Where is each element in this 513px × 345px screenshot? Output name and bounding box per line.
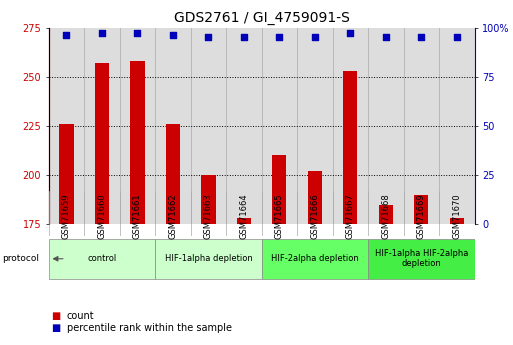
Title: GDS2761 / GI_4759091-S: GDS2761 / GI_4759091-S [174,11,349,25]
Bar [379,205,393,224]
Bar [308,171,322,224]
Bar [297,28,332,224]
Bar [332,28,368,224]
Text: GSM71665: GSM71665 [275,194,284,239]
Text: ■: ■ [51,311,61,321]
Bar [191,28,226,224]
Text: HIF-1alpha HIF-2alpha
depletion: HIF-1alpha HIF-2alpha depletion [374,249,468,268]
Text: HIF-1alpha depletion: HIF-1alpha depletion [165,254,252,263]
Bar [49,239,155,279]
Text: control: control [87,254,116,263]
Point [346,31,354,36]
Point [417,35,425,40]
Bar [237,218,251,224]
Point [275,35,284,40]
Text: HIF-2alpha depletion: HIF-2alpha depletion [271,254,359,263]
Text: GSM71659: GSM71659 [62,194,71,239]
Point [382,35,390,40]
Bar [95,63,109,224]
Bar [155,28,191,224]
Text: count: count [67,311,94,321]
Bar [262,239,368,279]
Text: ■: ■ [51,323,61,333]
Bar [60,124,73,224]
Bar [368,239,475,279]
Bar [120,28,155,224]
Bar [49,28,84,224]
Bar [450,218,464,224]
Point [204,35,212,40]
Text: GSM71667: GSM71667 [346,194,355,239]
Text: GSM71670: GSM71670 [452,194,461,239]
Bar [201,175,215,224]
Point [63,33,71,38]
Text: GSM71662: GSM71662 [168,194,177,239]
Bar [343,71,358,224]
Bar [130,61,145,224]
Bar [84,28,120,224]
Text: GSM71668: GSM71668 [381,194,390,239]
Text: protocol: protocol [3,254,40,263]
Bar [272,155,286,224]
Text: GSM71669: GSM71669 [417,194,426,239]
Bar [404,28,439,224]
Bar [166,124,180,224]
Point [240,35,248,40]
Point [169,33,177,38]
Bar [368,28,404,224]
Point [452,35,461,40]
Text: GSM71660: GSM71660 [97,194,107,239]
Bar [155,239,262,279]
Text: percentile rank within the sample: percentile rank within the sample [67,323,232,333]
Text: GSM71663: GSM71663 [204,194,213,239]
Text: GSM71664: GSM71664 [240,194,248,239]
Bar [414,195,428,224]
Text: GSM71661: GSM71661 [133,194,142,239]
Point [98,31,106,36]
Bar [226,28,262,224]
Point [133,31,142,36]
Text: GSM71666: GSM71666 [310,194,320,239]
Bar [262,28,297,224]
Bar [439,28,475,224]
Point [311,35,319,40]
